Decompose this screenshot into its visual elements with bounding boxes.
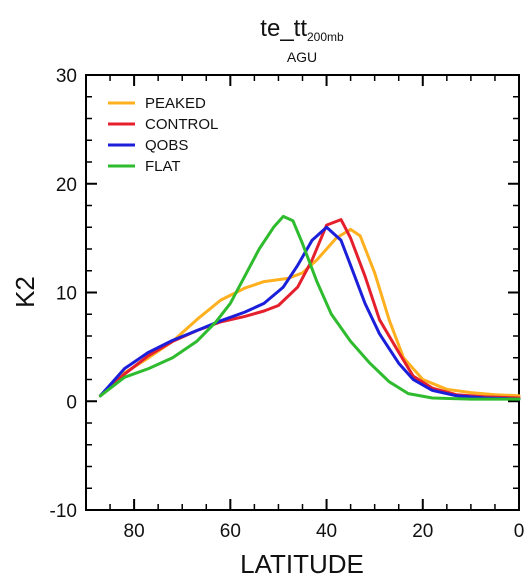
y-tick-label: 30 bbox=[56, 66, 77, 87]
legend: PEAKED CONTROL QOBS FLAT bbox=[108, 95, 218, 175]
legend-label-control: CONTROL bbox=[145, 116, 218, 133]
x-tick-label: 40 bbox=[316, 521, 337, 542]
chart-subtitle: AGU bbox=[287, 49, 317, 65]
x-tick-label: 80 bbox=[124, 521, 145, 542]
legend-label-qobs: QOBS bbox=[145, 137, 188, 154]
y-tick-label: -10 bbox=[50, 501, 77, 522]
x-tick-label: 0 bbox=[514, 521, 525, 542]
chart-title-main: te_tt bbox=[260, 15, 307, 42]
y-tick-label: 20 bbox=[56, 175, 77, 196]
chart-title-subscript: 200mb bbox=[307, 30, 344, 44]
x-axis-label: LATITUDE bbox=[240, 549, 364, 579]
x-tick-label: 20 bbox=[412, 521, 433, 542]
series-line-qobs bbox=[98, 225, 521, 401]
series-layer bbox=[98, 214, 521, 401]
series-line-flat bbox=[98, 214, 521, 401]
y-axis-label: K2 bbox=[10, 276, 40, 308]
y-tick-label: 0 bbox=[66, 392, 77, 413]
y-tick-label: 10 bbox=[56, 284, 77, 305]
series-line-peaked bbox=[98, 227, 521, 398]
x-tick-label: 60 bbox=[220, 521, 241, 542]
legend-label-flat: FLAT bbox=[145, 158, 181, 175]
chart-title: te_tt200mb bbox=[260, 15, 344, 44]
axis-ticks-layer: 80 60 40 20 0 -10 0 10 20 30 bbox=[50, 66, 525, 542]
legend-label-peaked: PEAKED bbox=[145, 95, 206, 112]
